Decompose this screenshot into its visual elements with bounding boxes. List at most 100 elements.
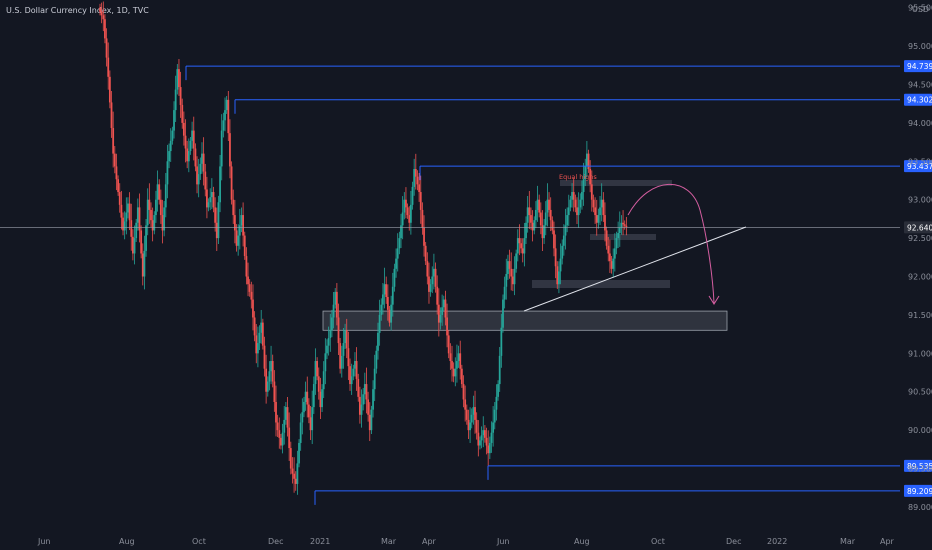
candle-body — [472, 407, 475, 415]
candle-body — [135, 222, 138, 239]
candle-body — [548, 199, 550, 210]
candle-body — [120, 204, 123, 218]
x-tick-label: Dec — [726, 537, 741, 546]
candle-body — [416, 176, 419, 185]
candle-body — [148, 199, 151, 210]
candle-body — [613, 248, 616, 259]
x-tick-label: Oct — [192, 537, 206, 546]
candle-body — [340, 355, 343, 369]
candle-body — [441, 307, 444, 315]
candle-body — [280, 437, 282, 446]
candle-body — [184, 135, 187, 149]
candle-body — [176, 69, 179, 90]
candle-body — [429, 284, 432, 292]
candle-body — [189, 140, 192, 152]
candle-body — [250, 291, 253, 300]
candle-body — [199, 163, 202, 175]
candle-body — [131, 236, 134, 254]
candle-body — [222, 120, 225, 131]
price-tag — [904, 484, 932, 497]
candle-body — [150, 209, 152, 221]
price-tag — [904, 459, 932, 472]
candle-body — [401, 212, 404, 226]
candles-layer — [99, 1, 628, 495]
candle-body — [454, 368, 457, 377]
candle-body — [367, 399, 370, 415]
candle-body — [128, 203, 131, 221]
candle-body — [571, 192, 573, 200]
candle-body — [284, 407, 287, 420]
candle-body — [322, 371, 325, 390]
candle-body — [179, 87, 182, 105]
drawings-layer: Equal highs — [523, 173, 747, 312]
candle-body — [140, 230, 143, 254]
candle-body — [528, 207, 531, 216]
candle-body — [326, 345, 328, 354]
candle-body — [201, 153, 203, 164]
candle-body — [232, 199, 235, 216]
candle-body — [161, 215, 164, 231]
candle-body — [307, 404, 310, 418]
candle-body — [146, 199, 149, 226]
candle-body — [518, 238, 521, 244]
candle-body — [345, 330, 348, 349]
candle-body — [334, 291, 337, 305]
candle-body — [460, 368, 463, 385]
candle-body — [439, 314, 442, 323]
candle-body — [464, 399, 467, 410]
candle-body — [483, 430, 486, 438]
candle-body — [204, 171, 207, 190]
candle-body — [331, 317, 333, 331]
candle-body — [577, 207, 580, 216]
candle-body — [268, 371, 271, 382]
candle-body — [558, 271, 560, 285]
candle-body — [574, 199, 577, 208]
x-tick-label: Apr — [880, 537, 895, 546]
candle-body — [122, 217, 124, 231]
candle-body — [551, 220, 554, 231]
candle-body — [474, 407, 476, 420]
projection-arrowhead — [708, 295, 720, 305]
candle-body — [426, 261, 429, 277]
candle-body — [576, 207, 578, 216]
x-tick-label: Oct — [651, 537, 665, 546]
candle-body — [224, 110, 226, 121]
x-tick-label: Apr — [422, 537, 437, 546]
candle-body — [100, 11, 103, 16]
candle-body — [584, 166, 587, 180]
candle-body — [602, 199, 605, 216]
candle-body — [261, 322, 264, 346]
candle-body — [423, 227, 425, 246]
candle-body — [467, 419, 470, 431]
candle-body — [533, 220, 536, 231]
candle-body — [383, 284, 386, 295]
candle-body — [510, 268, 513, 277]
candle-body — [418, 184, 421, 193]
current-price-label: 92.640 — [907, 223, 932, 232]
candle-body — [503, 286, 506, 300]
candle-body — [202, 153, 205, 172]
candle-body — [414, 168, 417, 177]
candle-body — [549, 209, 552, 221]
candle-body — [112, 128, 115, 154]
candle-body — [482, 430, 485, 436]
candle-body — [385, 284, 388, 298]
candle-body — [521, 248, 524, 254]
candle-body — [306, 391, 309, 405]
price-tag — [904, 160, 932, 173]
candle-body — [192, 130, 195, 149]
candle-body — [159, 199, 162, 216]
x-tick-label: Mar — [840, 537, 856, 546]
candle-body — [304, 391, 307, 402]
y-tick-label: 91.500 — [908, 311, 932, 320]
candle-body — [488, 442, 491, 454]
candle-body — [475, 419, 478, 433]
candle-body — [153, 215, 156, 231]
current-price-tag — [904, 221, 932, 234]
trendline — [523, 226, 747, 312]
candle-body — [349, 366, 351, 385]
candle-body — [174, 89, 177, 111]
y-tick-label: 89.000 — [908, 503, 932, 512]
x-axis: Jun Aug Oct Dec 2021 Mar Apr Jun Aug Oct Dec 2022 Ma… — [37, 537, 895, 546]
